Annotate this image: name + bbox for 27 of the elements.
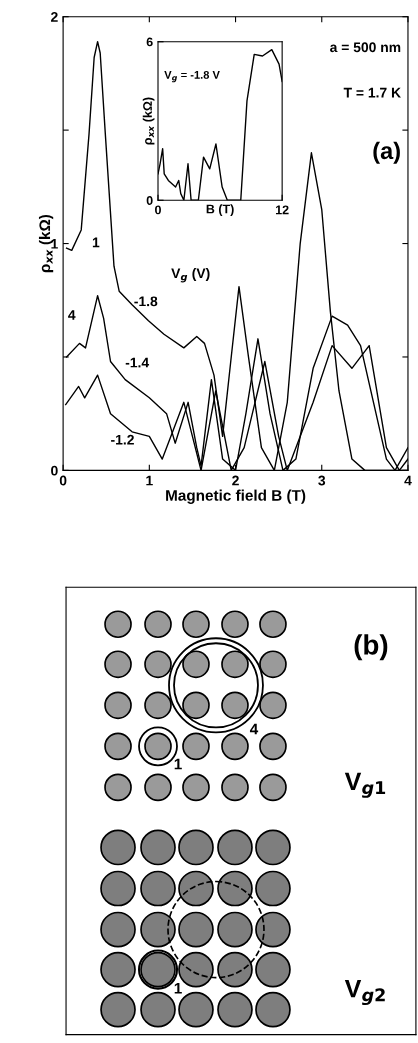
text: (b): [354, 634, 388, 661]
y-tick-label: 6: [146, 37, 153, 47]
x-tick-label: 4: [404, 475, 412, 486]
text: V$_{g1}$: [344, 772, 386, 798]
x-tick-label: 2: [232, 475, 239, 486]
annotation: (a): [373, 141, 400, 164]
x-tick-label: 0: [59, 475, 67, 486]
y-tick-label: 2: [51, 12, 58, 22]
text: 1: [174, 983, 182, 994]
text: 1: [174, 758, 182, 770]
annotation: V$_{g}$ (V): [171, 268, 210, 283]
annotation: T = 1.7 K: [343, 87, 401, 98]
series-label: -1.8: [134, 296, 158, 307]
x-tick-label: 3: [318, 475, 326, 486]
y-axis-title: ρ$_{xx}$ (kΩ): [142, 97, 155, 145]
annotation: 4: [68, 310, 76, 320]
text: 4: [249, 723, 259, 735]
x-axis-title: Magnetic field B (T): [166, 489, 306, 504]
annotation: V$_{g}$ = -1.8 V: [164, 70, 220, 83]
x-tick-label: 12: [275, 205, 289, 215]
annotation: a = 500 nm: [330, 42, 401, 53]
series-label: -1.4: [125, 357, 150, 368]
annotation: 1: [92, 237, 100, 248]
y-tick-label: 0: [51, 465, 58, 476]
series-label: -1.2: [111, 434, 134, 445]
x-axis-title: B (T): [206, 204, 234, 216]
text: V$_{g2}$: [344, 979, 385, 1006]
